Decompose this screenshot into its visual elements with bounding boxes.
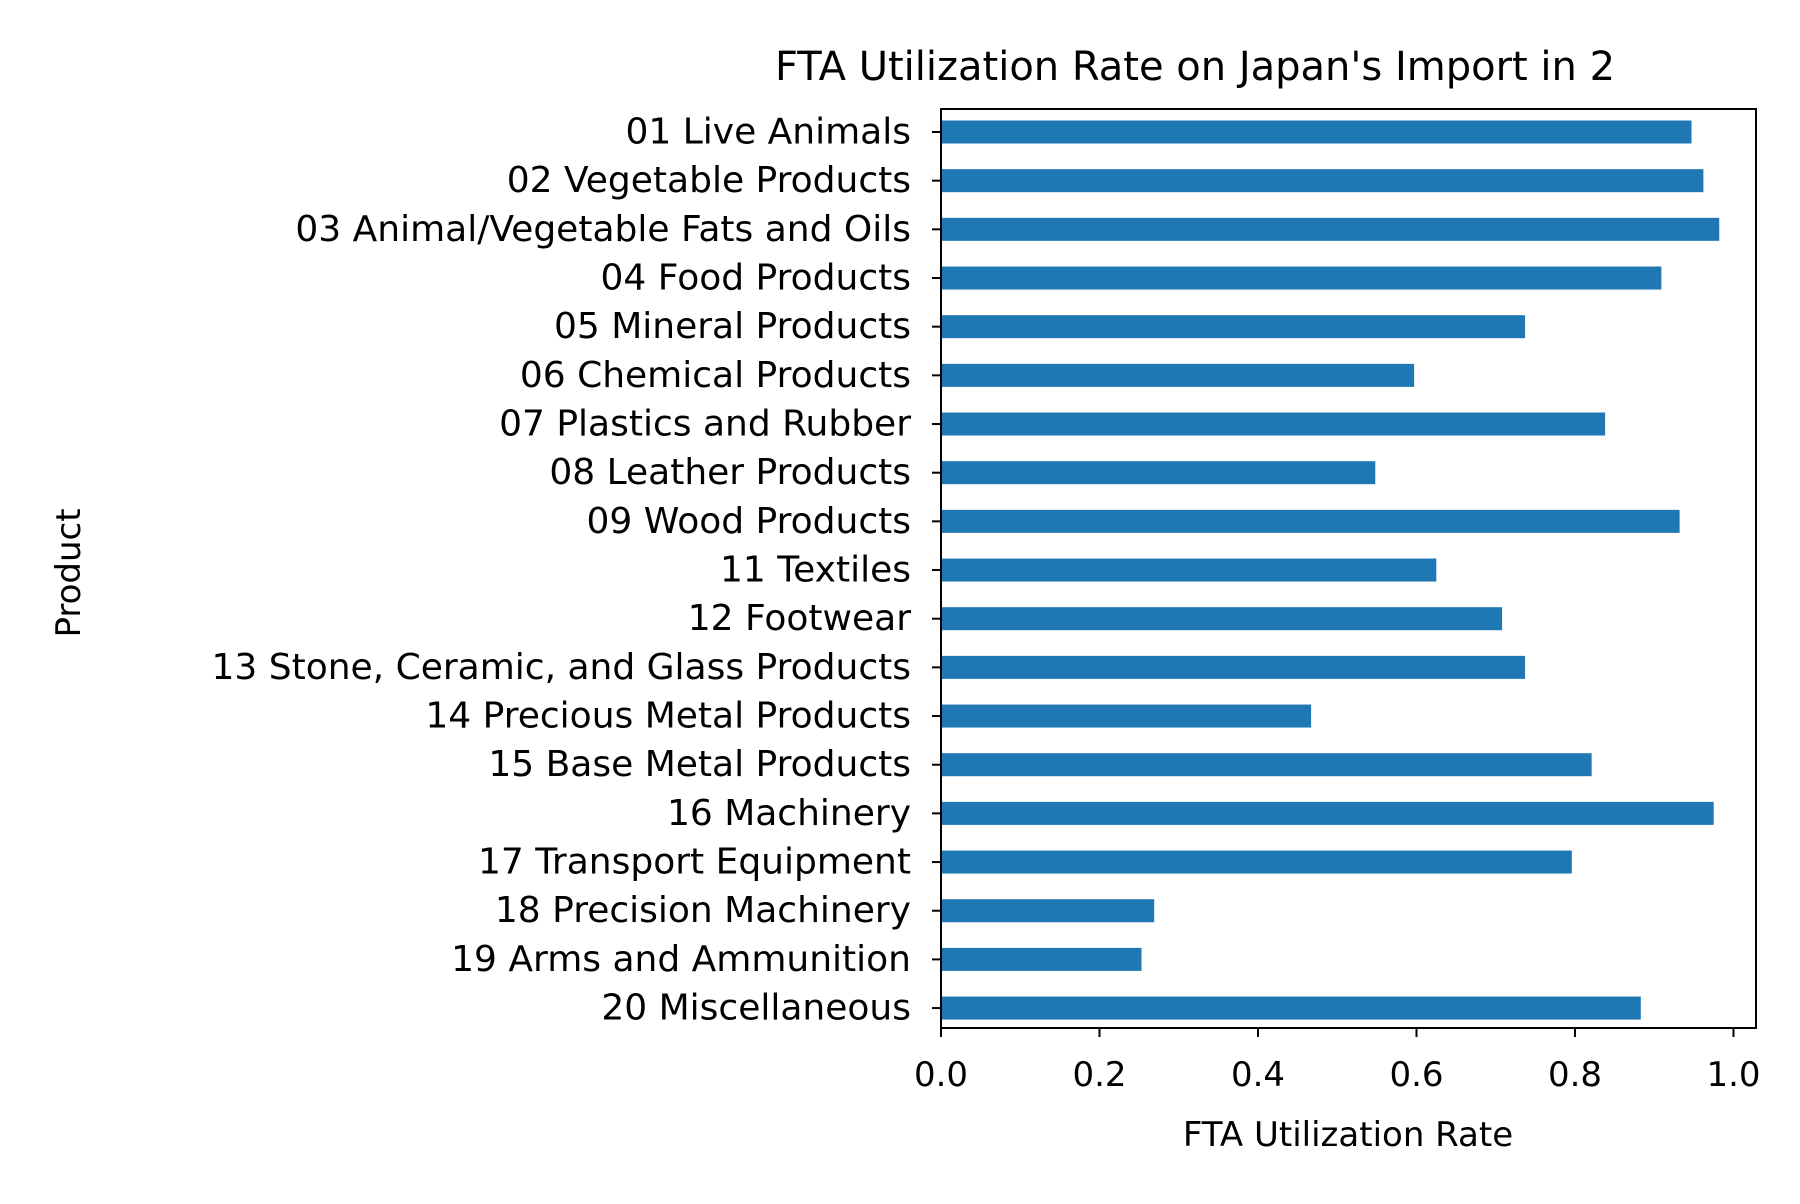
x-tick-label: 0.2 <box>1072 1055 1126 1095</box>
bar <box>941 996 1641 1020</box>
y-tick-label: 09 Wood Products <box>586 501 911 542</box>
y-tick-label: 02 Vegetable Products <box>507 160 911 201</box>
plot-frame <box>940 108 1757 1029</box>
x-tick-label: 1.0 <box>1706 1055 1760 1095</box>
bar <box>941 315 1526 339</box>
bar <box>941 947 1142 971</box>
y-axis-label: Product <box>49 508 89 637</box>
x-axis-label: FTA Utilization Rate <box>1183 1115 1513 1155</box>
bar <box>941 412 1606 436</box>
x-tick-label: 0.8 <box>1548 1055 1602 1095</box>
bar <box>941 169 1704 193</box>
y-tick-label: 05 Mineral Products <box>554 306 911 347</box>
y-tick-label: 06 Chemical Products <box>520 355 911 396</box>
bar <box>941 558 1437 582</box>
bar <box>941 461 1376 485</box>
chart-title: FTA Utilization Rate on Japan's Import i… <box>775 44 1615 90</box>
bar <box>941 509 1680 533</box>
y-tick-label: 14 Precious Metal Products <box>425 696 911 737</box>
bar <box>941 655 1526 679</box>
y-tick-label: 11 Textiles <box>720 550 911 591</box>
bar <box>941 850 1572 874</box>
y-tick-label: 15 Base Metal Products <box>488 744 911 785</box>
x-tick-label: 0.4 <box>1231 1055 1285 1095</box>
bar <box>941 704 1312 728</box>
y-tick-label: 01 Live Animals <box>625 112 911 153</box>
bar <box>941 266 1662 290</box>
y-tick-label: 07 Plastics and Rubber <box>499 404 911 445</box>
x-tick-label: 0.0 <box>914 1055 968 1095</box>
bar <box>941 899 1155 923</box>
y-tick-label: 08 Leather Products <box>549 452 911 493</box>
y-tick-label: 18 Precision Machinery <box>495 890 911 931</box>
bar <box>941 120 1692 144</box>
y-tick-label: 19 Arms and Ammunition <box>451 939 911 980</box>
y-axis: 01 Live Animals 02 Vegetable Products 03 A… <box>211 112 941 1029</box>
y-tick-label: 20 Miscellaneous <box>601 988 911 1029</box>
y-tick-label: 17 Transport Equipment <box>478 842 911 883</box>
x-axis: 0.0 0.2 0.4 0.6 0.8 1.0 <box>914 1028 1761 1095</box>
bar <box>941 753 1592 777</box>
y-tick-label: 03 Animal/Vegetable Fats and Oils <box>295 209 911 250</box>
bar <box>941 607 1503 631</box>
bar <box>941 363 1415 387</box>
y-tick-label: 16 Machinery <box>667 793 911 834</box>
x-tick-label: 0.6 <box>1389 1055 1443 1095</box>
y-tick-label: 04 Food Products <box>601 258 911 299</box>
y-tick-label: 13 Stone, Ceramic, and Glass Products <box>211 647 911 688</box>
y-tick-label: 12 Footwear <box>688 598 911 639</box>
bar <box>941 801 1714 825</box>
bars-layer <box>941 120 1720 1020</box>
bar <box>941 217 1720 241</box>
